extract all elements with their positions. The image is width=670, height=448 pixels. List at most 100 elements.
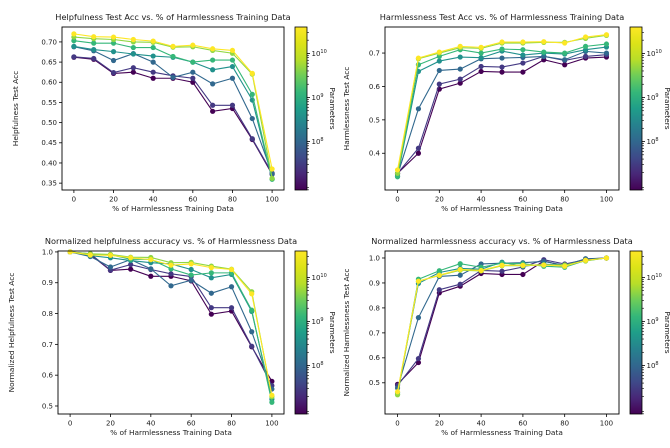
data-point-params-4: [478, 55, 484, 61]
data-point-params-3: [188, 277, 194, 283]
data-point-params-largest: [582, 34, 589, 40]
x-tick-label: 100: [600, 196, 613, 204]
x-tick-label: 40: [477, 196, 486, 204]
data-point-params-2: [110, 69, 117, 76]
data-point-params-largest: [582, 257, 589, 263]
x-tick-label: 40: [149, 196, 158, 204]
data-point-params-largest: [394, 167, 401, 173]
data-point-params-2: [190, 75, 196, 81]
data-point-params-largest: [188, 261, 194, 267]
data-point-params-largest: [170, 43, 176, 49]
data-point-params-largest: [499, 39, 505, 45]
colorbar-tick-label: 108: [312, 137, 324, 146]
data-point-params-2: [436, 287, 442, 293]
data-point-params-largest: [436, 272, 442, 278]
data-point-params-5: [150, 44, 156, 51]
y-tick-label: 0.8: [42, 310, 53, 318]
data-point-params-largest: [603, 32, 610, 38]
data-point-params-3: [249, 115, 255, 122]
data-point-params-4: [91, 46, 97, 53]
data-point-params-smallest: [148, 273, 154, 279]
y-tick-label: 0.70: [41, 38, 57, 46]
y-tick-label: 0.6: [369, 354, 381, 362]
x-axis-label: % of Harmlessness Training Data: [441, 204, 563, 213]
chart-title: Helpfulness Test Acc vs. % of Harmlessne…: [55, 12, 290, 22]
data-point-params-2: [208, 305, 214, 311]
x-tick-label: 0: [68, 420, 72, 428]
data-point-params-largest: [249, 70, 255, 76]
y-tick-label: 0.7: [42, 341, 53, 349]
data-point-params-2: [150, 69, 156, 75]
data-point-params-2: [520, 60, 526, 66]
data-point-params-largest: [107, 252, 114, 258]
data-point-params-2: [228, 305, 235, 311]
data-point-params-smallest: [210, 108, 216, 114]
data-point-params-4: [436, 58, 442, 64]
data-point-params-largest: [436, 49, 442, 55]
data-point-params-smallest: [130, 69, 136, 75]
data-point-params-largest: [520, 39, 526, 45]
x-tick-label: 80: [228, 196, 237, 204]
x-tick-label: 100: [600, 420, 613, 428]
data-point-params-largest: [67, 249, 73, 255]
colorbar-tick-label: 109: [647, 93, 659, 102]
data-point-params-5: [520, 47, 526, 53]
x-tick-label: 40: [477, 420, 486, 428]
data-point-params-largest: [269, 166, 275, 172]
data-point-params-largest: [603, 255, 610, 261]
y-tick-label: 0.5: [42, 402, 53, 410]
data-point-params-smallest: [562, 62, 568, 68]
chart-svg: Normalized harmlessness accuracy vs. % o…: [342, 236, 670, 437]
chart-title: Normalized helpfulness accuracy vs. % of…: [45, 236, 297, 246]
data-point-params-3: [150, 59, 156, 65]
data-point-params-3: [415, 315, 422, 321]
colorbar: [629, 26, 643, 191]
y-tick-label: 0.5: [369, 116, 380, 124]
data-point-params-smallest: [478, 68, 484, 75]
x-tick-label: 20: [109, 196, 118, 204]
axes-frame: [61, 26, 285, 191]
axes-frame: [384, 250, 620, 415]
chart-title: Harmlessness Test Acc vs. % of Harmlessn…: [380, 12, 625, 22]
colorbar-tick-label: 109: [312, 93, 324, 102]
data-point-params-2: [415, 145, 422, 151]
data-point-params-3: [170, 74, 176, 81]
data-point-params-smallest: [520, 271, 526, 278]
data-point-params-3: [457, 66, 463, 72]
colorbar-tick-label: 108: [647, 137, 659, 146]
x-tick-label: 20: [435, 196, 444, 204]
colorbar-tick-label: 1010: [312, 273, 327, 282]
data-point-params-5: [603, 41, 610, 47]
x-tick-label: 80: [560, 196, 569, 204]
x-tick-label: 100: [265, 196, 278, 204]
y-tick-label: 0.50: [41, 119, 57, 127]
data-point-params-5: [269, 399, 275, 405]
data-point-params-3: [228, 284, 235, 290]
y-axis-label: Helpfulness Test Acc: [11, 71, 20, 146]
data-point-params-3: [107, 264, 114, 270]
data-point-params-5: [210, 57, 216, 63]
data-point-params-5: [478, 50, 484, 56]
data-point-params-2: [71, 54, 77, 60]
data-point-params-6: [269, 175, 275, 181]
y-tick-label: 0.35: [41, 180, 57, 188]
data-point-params-2: [582, 53, 589, 59]
series-line-params-2: [397, 257, 607, 386]
data-point-params-5: [130, 44, 136, 51]
data-point-params-largest: [269, 392, 275, 398]
chart-title: Normalized harmlessness accuracy vs. % o…: [371, 236, 633, 246]
data-point-params-3: [210, 81, 216, 87]
colorbar-tick-label: 108: [312, 361, 324, 370]
data-point-params-3: [190, 69, 196, 75]
colorbar-tick-label: 1010: [647, 273, 662, 282]
data-point-params-largest: [541, 262, 547, 268]
colorbar-tick-label: 109: [647, 317, 659, 326]
data-point-params-largest: [148, 257, 154, 263]
data-point-params-smallest: [150, 75, 156, 81]
data-point-params-largest: [562, 40, 568, 46]
colorbar: [294, 26, 308, 191]
colorbar-label: Parameters: [328, 311, 335, 353]
data-point-params-smallest: [190, 79, 196, 85]
data-point-params-4: [208, 275, 214, 281]
data-point-params-3: [562, 57, 568, 63]
